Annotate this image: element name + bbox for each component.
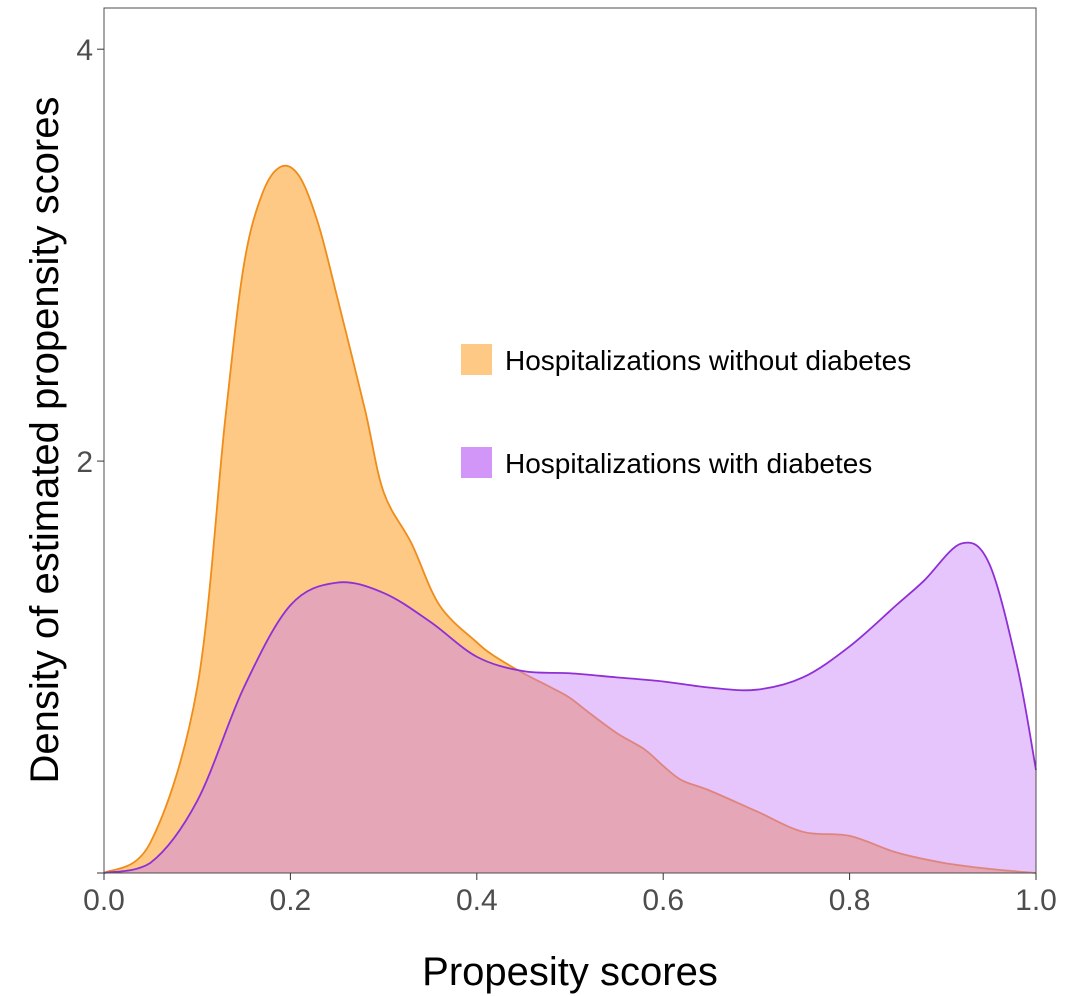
legend-swatch-without-diabetes	[461, 344, 492, 375]
legend: Hospitalizations without diabetes Hospit…	[461, 344, 911, 479]
x-axis-title: Propesity scores	[422, 950, 718, 994]
x-tick-label: 0.6	[642, 884, 684, 917]
x-tick-label: 1.0	[1015, 884, 1057, 917]
x-tick-label: 0.8	[829, 884, 871, 917]
y-axis-title: Density of estimated propensity scores	[23, 97, 67, 784]
y-tick-label: 2	[76, 446, 93, 479]
density-area-series-1	[104, 165, 1036, 874]
x-axis-ticks: 0.0 0.2 0.4 0.6 0.8 1.0	[83, 873, 1057, 917]
x-tick-label: 0.4	[456, 884, 498, 917]
legend-swatch-with-diabetes	[461, 447, 492, 478]
legend-label-with-diabetes: Hospitalizations with diabetes	[505, 448, 872, 479]
x-tick-label: 0.0	[83, 884, 125, 917]
plot-panel-border	[103, 7, 1037, 874]
legend-label-without-diabetes: Hospitalizations without diabetes	[505, 345, 911, 376]
density-line-series-1	[103, 164, 1037, 874]
density-areas	[103, 164, 1037, 874]
x-tick-label: 0.2	[270, 884, 312, 917]
y-axis-ticks: 24	[76, 34, 104, 874]
legend-item-with-diabetes: Hospitalizations with diabetes	[461, 447, 872, 479]
y-tick-label: 4	[76, 34, 93, 67]
legend-item-without-diabetes: Hospitalizations without diabetes	[461, 344, 911, 376]
density-area-series-2	[104, 542, 1036, 873]
density-line-series-2	[103, 541, 1037, 874]
